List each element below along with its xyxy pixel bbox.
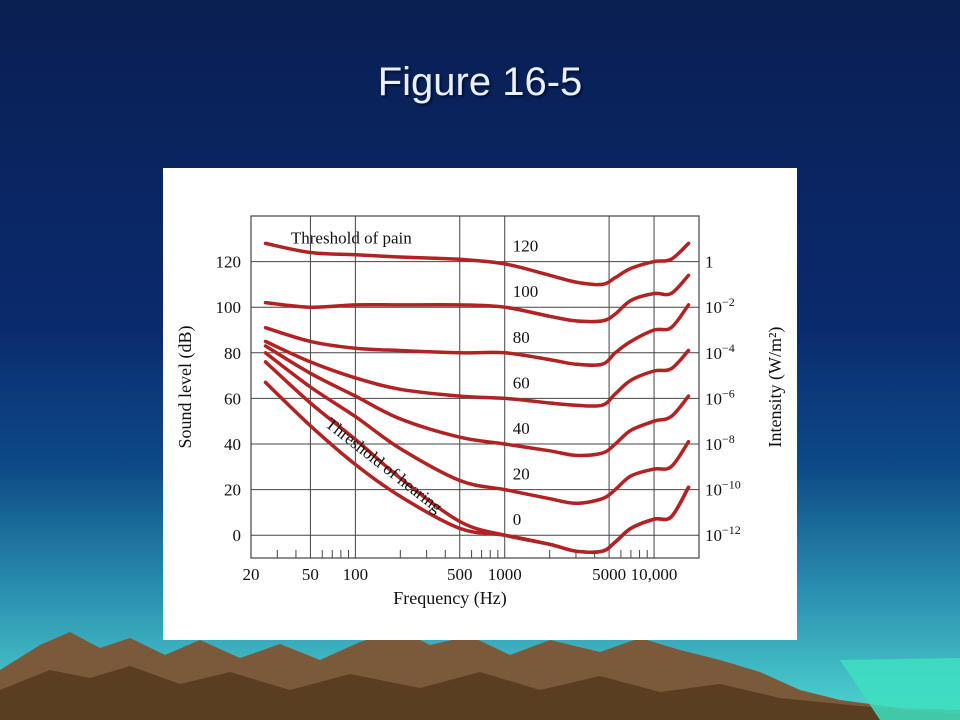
y2-tick-label: 10−8 — [705, 432, 735, 454]
y-tick-label: 60 — [224, 389, 241, 408]
loudness-curve-20 — [263, 351, 691, 506]
y2-tick-base: 1 — [705, 253, 714, 272]
x-tick-label: 100 — [343, 565, 369, 584]
y-tick-label: 80 — [224, 344, 241, 363]
mountain-range-decoration — [0, 630, 960, 720]
figure-panel: 20 50 100 500 1000 5000 10,000 0 20 40 60 80 100 120 1… — [163, 168, 797, 640]
y2-tick-base: 10 — [705, 298, 722, 317]
y2-tick-exponent: −6 — [722, 386, 735, 400]
annotation-label: Threshold of pain — [291, 228, 412, 247]
equal-loudness-chart: 20 50 100 500 1000 5000 10,0000204060801001201… — [175, 215, 786, 609]
y-tick-label: 100 — [216, 298, 242, 317]
curve-label: 40 — [513, 419, 530, 438]
curve-label: 20 — [513, 465, 530, 484]
slide-title: Figure 16-5 — [377, 60, 583, 104]
y-tick-label: 0 — [233, 526, 242, 545]
y2-tick-label: 1 — [705, 253, 714, 272]
y2-tick-exponent: −12 — [722, 523, 741, 537]
x-tick-label: 500 — [447, 565, 473, 584]
loudness-curve-80 — [263, 303, 691, 367]
y2-tick-base: 10 — [705, 389, 722, 408]
loudness-curve-threshold-of-hearing — [263, 380, 691, 554]
y2-tick-exponent: −2 — [722, 295, 735, 309]
y2-tick-label: 10−4 — [705, 341, 735, 363]
y-axis-title: Sound level (dB) — [175, 326, 196, 449]
loudness-curve-40 — [263, 344, 691, 458]
x-axis-title: Frequency (Hz) — [393, 588, 506, 609]
curve-label: 80 — [513, 328, 530, 347]
y2-axis-title: Intensity (W/m²) — [765, 327, 786, 448]
y-tick-label: 120 — [216, 253, 242, 272]
y2-tick-base: 10 — [705, 435, 722, 454]
loudness-curve-0 — [263, 360, 691, 554]
y2-tick-exponent: −4 — [722, 341, 735, 355]
curve-label: 0 — [513, 510, 522, 529]
y2-tick-exponent: −10 — [722, 478, 741, 492]
x-tick-label: 10,000 — [631, 565, 678, 584]
y2-tick-base: 10 — [705, 481, 722, 500]
x-tick-label: 5000 — [592, 565, 626, 584]
x-tick-label: 20 — [243, 565, 260, 584]
y2-tick-label: 10−10 — [705, 478, 741, 500]
x-tick-label: 50 — [302, 565, 319, 584]
curve-label: 60 — [513, 373, 530, 392]
y2-tick-label: 10−6 — [705, 386, 735, 408]
curve-label: 120 — [513, 237, 539, 256]
y2-tick-base: 10 — [705, 344, 722, 363]
y2-tick-label: 10−2 — [705, 295, 735, 317]
y2-tick-label: 10−12 — [705, 523, 741, 545]
loudness-curve-120 — [263, 241, 691, 287]
x-tick-label: 1000 — [488, 565, 522, 584]
y-tick-label: 20 — [224, 481, 241, 500]
loudness-curve-60 — [263, 339, 691, 408]
loudness-curve-100 — [263, 273, 691, 324]
y2-tick-exponent: −8 — [722, 432, 735, 446]
y-tick-label: 40 — [224, 435, 241, 454]
y2-tick-base: 10 — [705, 526, 722, 545]
curve-label: 100 — [513, 282, 539, 301]
